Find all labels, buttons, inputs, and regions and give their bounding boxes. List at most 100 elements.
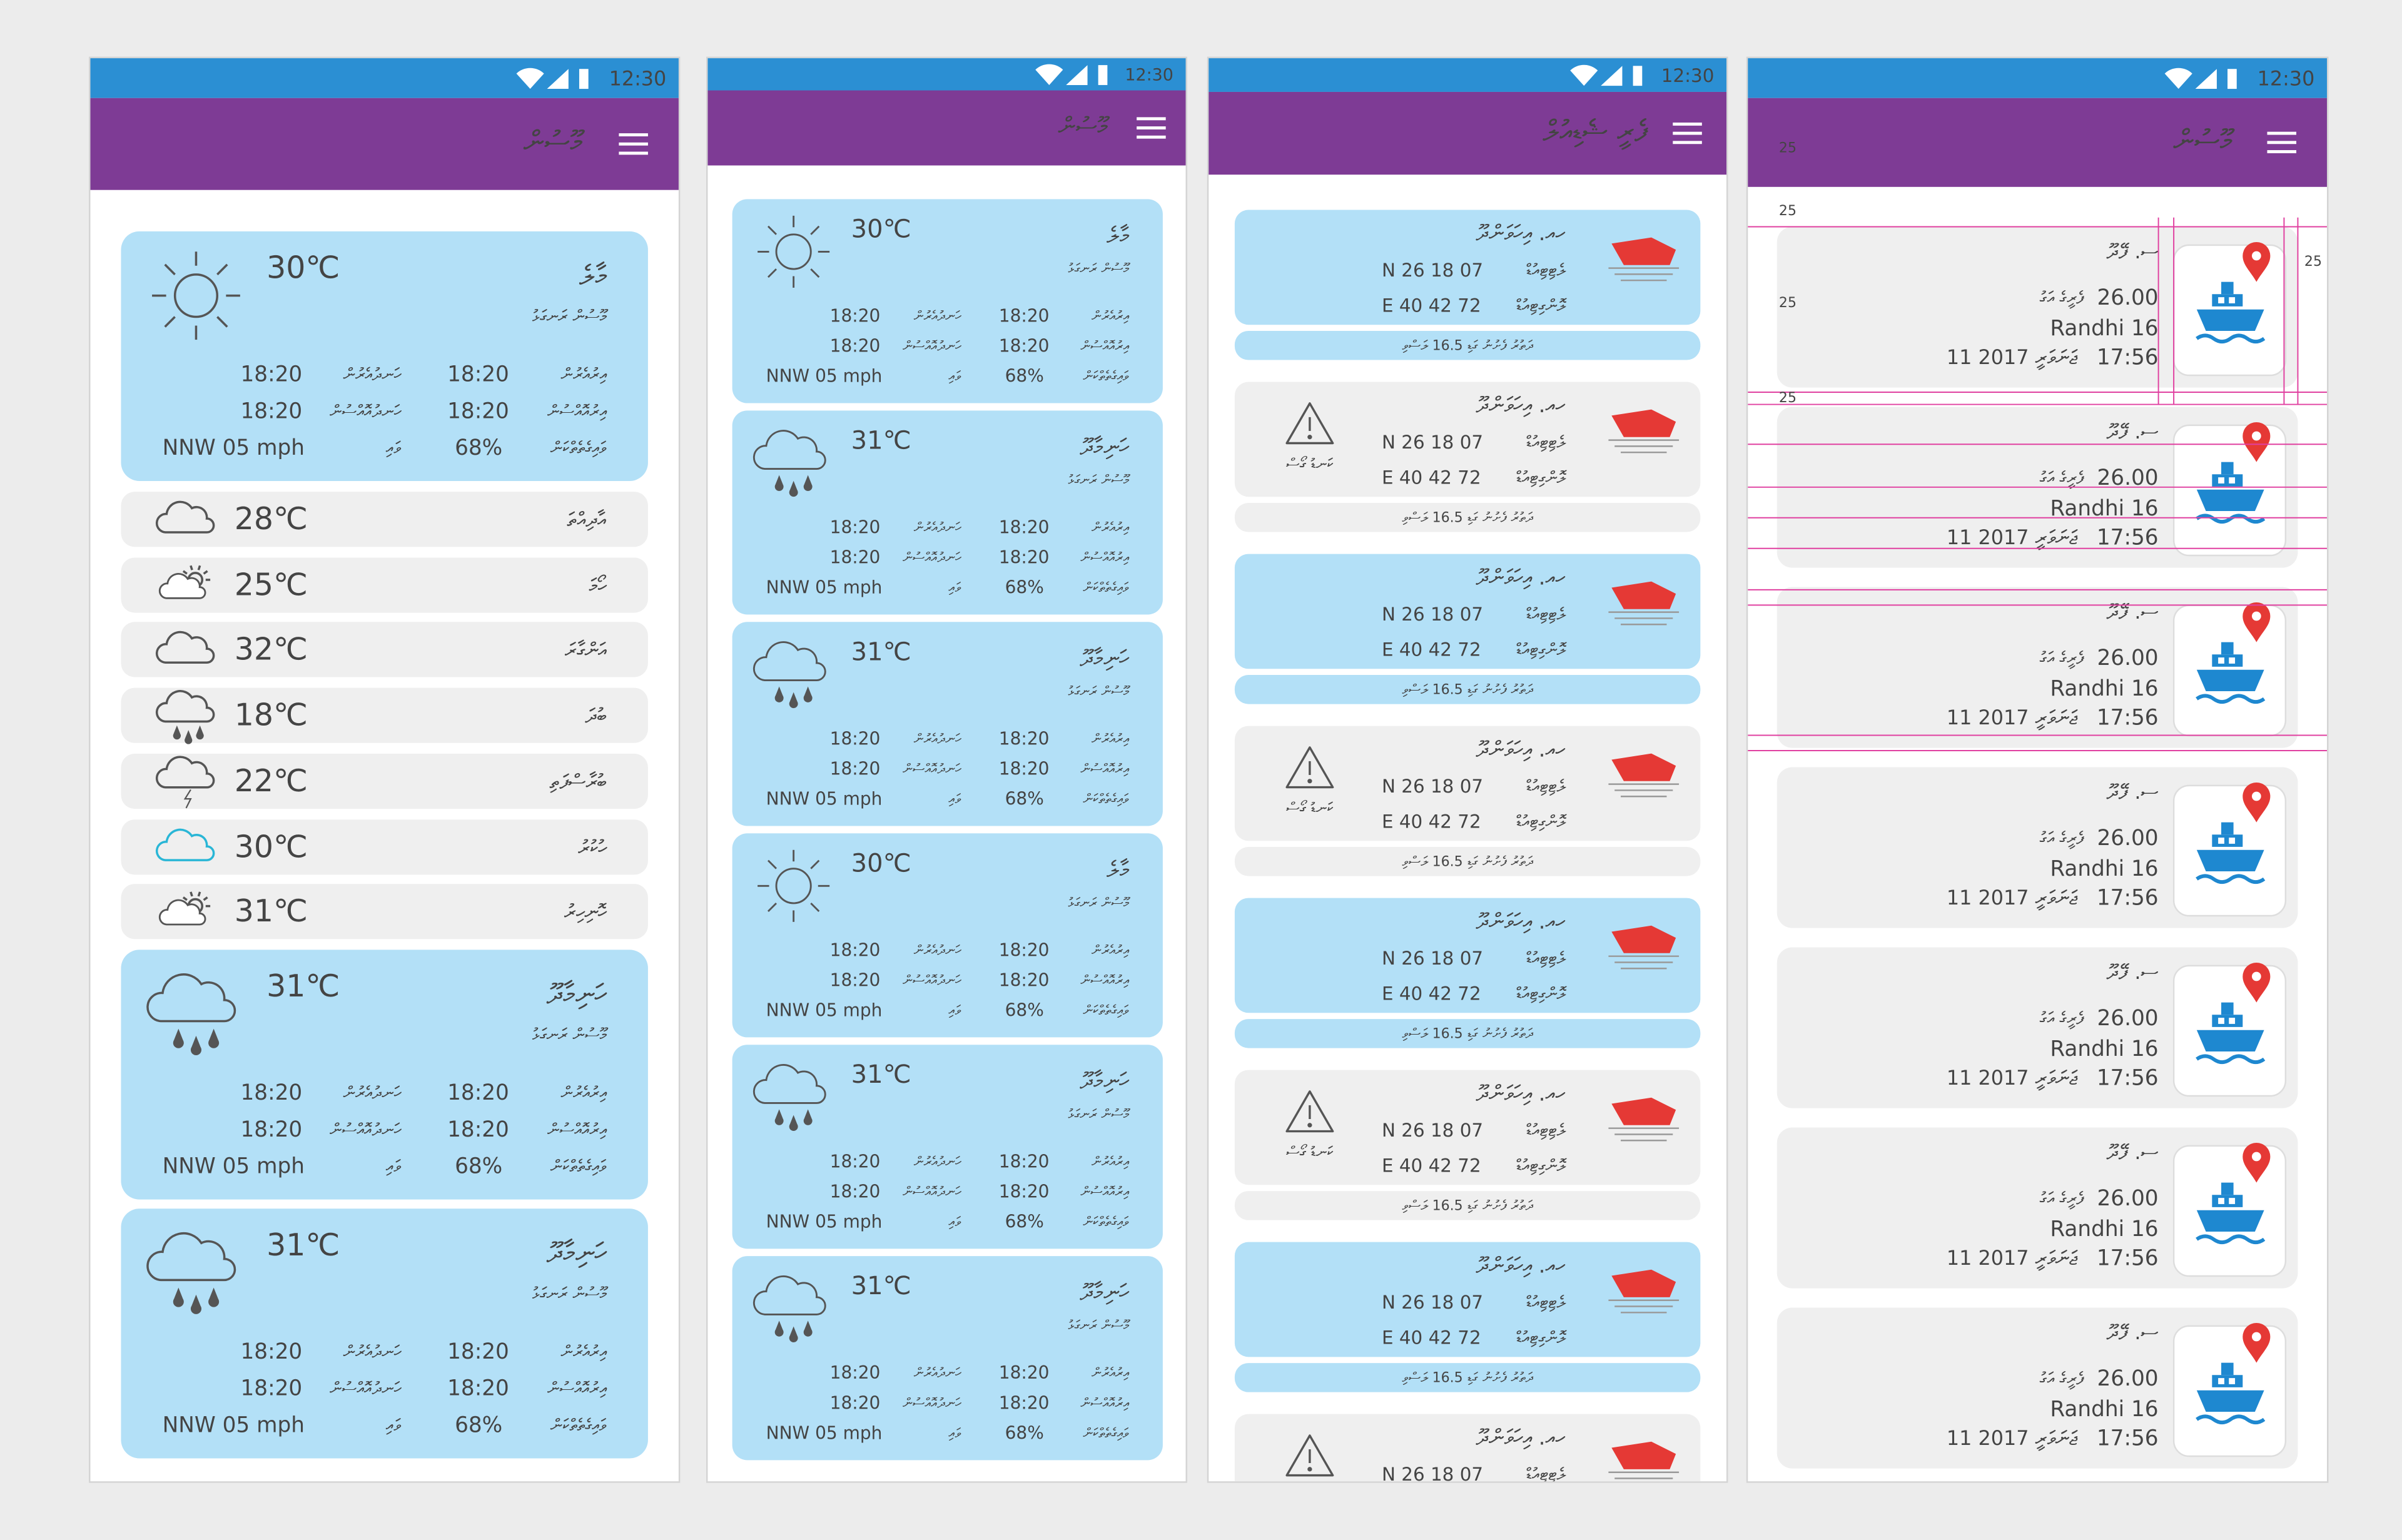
place-name: ހަނިމާދޫ (547, 1237, 607, 1269)
rain-drop (173, 1028, 184, 1048)
menu-icon-line[interactable] (1137, 117, 1166, 121)
sun-ray (190, 565, 193, 570)
menu-icon-line[interactable] (1137, 126, 1166, 129)
latitude-label: ލެޓިޓިއުޑް (1526, 1465, 1567, 1484)
rain-drop (173, 1287, 184, 1307)
sun-ray (164, 263, 176, 276)
weather-icon (152, 251, 240, 340)
rain-drop (803, 1320, 813, 1337)
guide-label: 25 (1779, 203, 1796, 219)
cloud (155, 828, 215, 861)
wind-value: NNW 05 mph (766, 1000, 883, 1020)
weather-icon (753, 430, 826, 497)
time-value: 18:20 (240, 398, 302, 423)
pin-shape (2242, 962, 2271, 1003)
menu-icon-line[interactable] (2267, 150, 2297, 153)
menu-icon-line[interactable] (1673, 122, 1702, 126)
app-bar (90, 98, 679, 190)
place-name: ހަނިމާދޫ (547, 978, 607, 1010)
day-row-bg (121, 622, 648, 677)
screen-content: ހއ. އިހަވަންދޫ N 26 18 07 ލެޓިޓިއުޑް E 40 4… (1234, 210, 1701, 1485)
ship-cabin (2212, 294, 2243, 306)
latitude-label: ލެޓިޓިއުޑް (1526, 605, 1567, 624)
menu-icon-line[interactable] (1673, 141, 1702, 144)
ferry-name: ހއ. އިހަވަންދޫ (1476, 1253, 1566, 1278)
time-value: 18:20 (999, 1181, 1050, 1202)
wind-label: ވައި (948, 369, 961, 385)
menu-icon-line[interactable] (619, 133, 648, 136)
time-label: ހަނދުއެރުން (343, 1083, 402, 1103)
boat-card-bg (1776, 767, 2298, 928)
menu-icon-line[interactable] (619, 151, 648, 155)
weather-card: 31℃ ހަނިމާދޫ މޫސުން ރަނގަޅު 18:20 ހަނދުއެރުނ… (732, 410, 1163, 615)
ship-window (2218, 297, 2224, 303)
time-label: ހަނދުއޮއްސުން (330, 1120, 402, 1140)
time-label: ހަނދުއެރުން (914, 308, 961, 324)
map-pin (2242, 782, 2271, 823)
app-title: މޫސުން (524, 125, 585, 159)
latitude: N 26 18 07 (1382, 1464, 1483, 1485)
warning-icon (1285, 1434, 1334, 1477)
price: 26.00 (2097, 1006, 2159, 1031)
humidity-label: ވައިގެތެތްކަން (1083, 791, 1129, 807)
card-bg (732, 410, 1163, 615)
ship-hull (2196, 1210, 2264, 1232)
pin-shape (2242, 602, 2271, 642)
ferry-strip-bg (1234, 1363, 1701, 1392)
place-name: މާލެ (579, 260, 607, 291)
rain-drop (185, 730, 193, 744)
vessel-name: Randhi 16 (2050, 1397, 2158, 1422)
time-label: އިރުއޮއްސުން (1080, 761, 1129, 777)
ship-hull (2196, 1030, 2264, 1052)
sun-ray (767, 902, 778, 912)
boat-icon (1608, 1097, 1680, 1142)
warning-triangle (1285, 402, 1334, 445)
time-label: ހަނދުއޮއްސުން (903, 973, 961, 988)
ferry-name: ހއ. އިހަވަންދޫ (1476, 1081, 1566, 1106)
temperature: 32℃ (235, 631, 308, 667)
ferry-strip-text: ދަތުރު ފެށުނު ގަޑި 16.5 ލަސްވި (1402, 1026, 1533, 1042)
time-value: 18:20 (830, 758, 881, 779)
ferry-card-bg (1234, 1070, 1701, 1185)
guide-label: 25 (1779, 390, 1796, 406)
rain-drop (789, 692, 798, 708)
menu-icon-line[interactable] (619, 142, 648, 146)
ship-wave (2196, 333, 2266, 344)
map-pin (2242, 241, 2271, 282)
menu-icon-line[interactable] (1673, 131, 1702, 135)
wind-label: ވައި (386, 438, 402, 458)
menu-icon-line[interactable] (2267, 141, 2297, 144)
ship-cabin (2212, 654, 2243, 667)
card-bg (121, 231, 648, 481)
summary: މޫސުން ރަނގަޅު (1068, 684, 1131, 699)
summary: މޫސުން ރަނގަޅު (532, 1284, 609, 1304)
sun-ray (197, 565, 201, 570)
summary: މޫސުން ރަނގަޅު (1068, 261, 1131, 276)
ship-funnel (2221, 1002, 2234, 1015)
ferry-strip-bg (1234, 503, 1701, 532)
temperature: 31℃ (266, 968, 340, 1004)
sun-ray (197, 891, 201, 897)
menu-icon-line[interactable] (2267, 131, 2297, 135)
boat-hull (1611, 237, 1676, 265)
time-label: އިރުއޮއްސުން (1080, 338, 1129, 354)
wind-value: NNW 05 mph (163, 435, 305, 460)
time-value: 18:20 (830, 1362, 881, 1383)
time-value: 18:20 (240, 1080, 302, 1105)
sun-ray (767, 859, 778, 869)
menu-icon-line[interactable] (1137, 135, 1166, 139)
card-bg (732, 833, 1163, 1038)
longitude-label: ލޮންގިޓިއުޑް (1516, 812, 1567, 831)
warning-triangle (1285, 1090, 1334, 1133)
time-value: 18:20 (830, 517, 881, 537)
temperature: 30℃ (851, 849, 911, 878)
ship-icon (2196, 1362, 2266, 1425)
pin-hole (2252, 971, 2261, 981)
time-label: އިރުއޮއްސުން (547, 1379, 607, 1399)
day-row-bg (121, 557, 648, 613)
summary: މޫސުން ރަނގަޅު (532, 1025, 609, 1045)
departure-date: 11 ޖަނަވަރީ 2017 (1947, 1246, 2078, 1271)
temperature: 31℃ (235, 893, 308, 929)
ferry-name: ހއ. އިހަވަންދޫ (1476, 565, 1566, 590)
latitude: N 26 18 07 (1382, 776, 1483, 797)
